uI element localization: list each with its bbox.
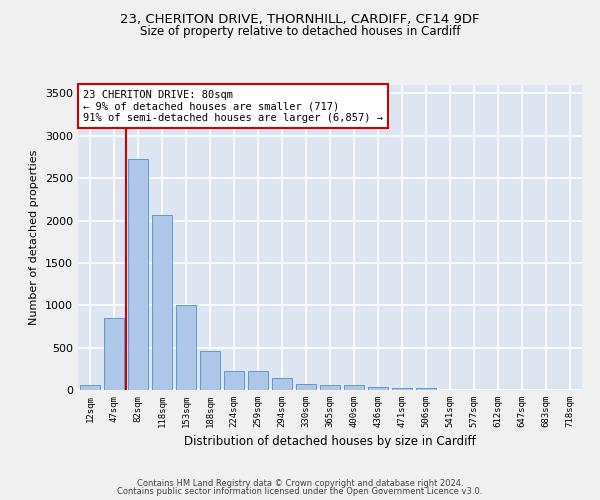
Bar <box>200 352 220 390</box>
Text: Contains public sector information licensed under the Open Government Licence v3: Contains public sector information licen… <box>118 487 482 496</box>
Bar <box>248 370 268 390</box>
Bar <box>128 158 148 390</box>
Text: Contains HM Land Registry data © Crown copyright and database right 2024.: Contains HM Land Registry data © Crown c… <box>137 478 463 488</box>
Y-axis label: Number of detached properties: Number of detached properties <box>29 150 40 325</box>
Bar <box>80 385 100 390</box>
X-axis label: Distribution of detached houses by size in Cardiff: Distribution of detached houses by size … <box>184 436 476 448</box>
Bar <box>344 386 364 390</box>
Bar <box>224 370 244 390</box>
Bar <box>272 378 292 390</box>
Bar <box>152 216 172 390</box>
Bar <box>176 305 196 390</box>
Bar <box>104 318 124 390</box>
Text: Size of property relative to detached houses in Cardiff: Size of property relative to detached ho… <box>140 25 460 38</box>
Bar <box>368 387 388 390</box>
Text: 23 CHERITON DRIVE: 80sqm
← 9% of detached houses are smaller (717)
91% of semi-d: 23 CHERITON DRIVE: 80sqm ← 9% of detache… <box>83 90 383 123</box>
Bar <box>320 386 340 390</box>
Bar <box>392 388 412 390</box>
Bar <box>416 388 436 390</box>
Text: 23, CHERITON DRIVE, THORNHILL, CARDIFF, CF14 9DF: 23, CHERITON DRIVE, THORNHILL, CARDIFF, … <box>120 12 480 26</box>
Bar <box>296 384 316 390</box>
